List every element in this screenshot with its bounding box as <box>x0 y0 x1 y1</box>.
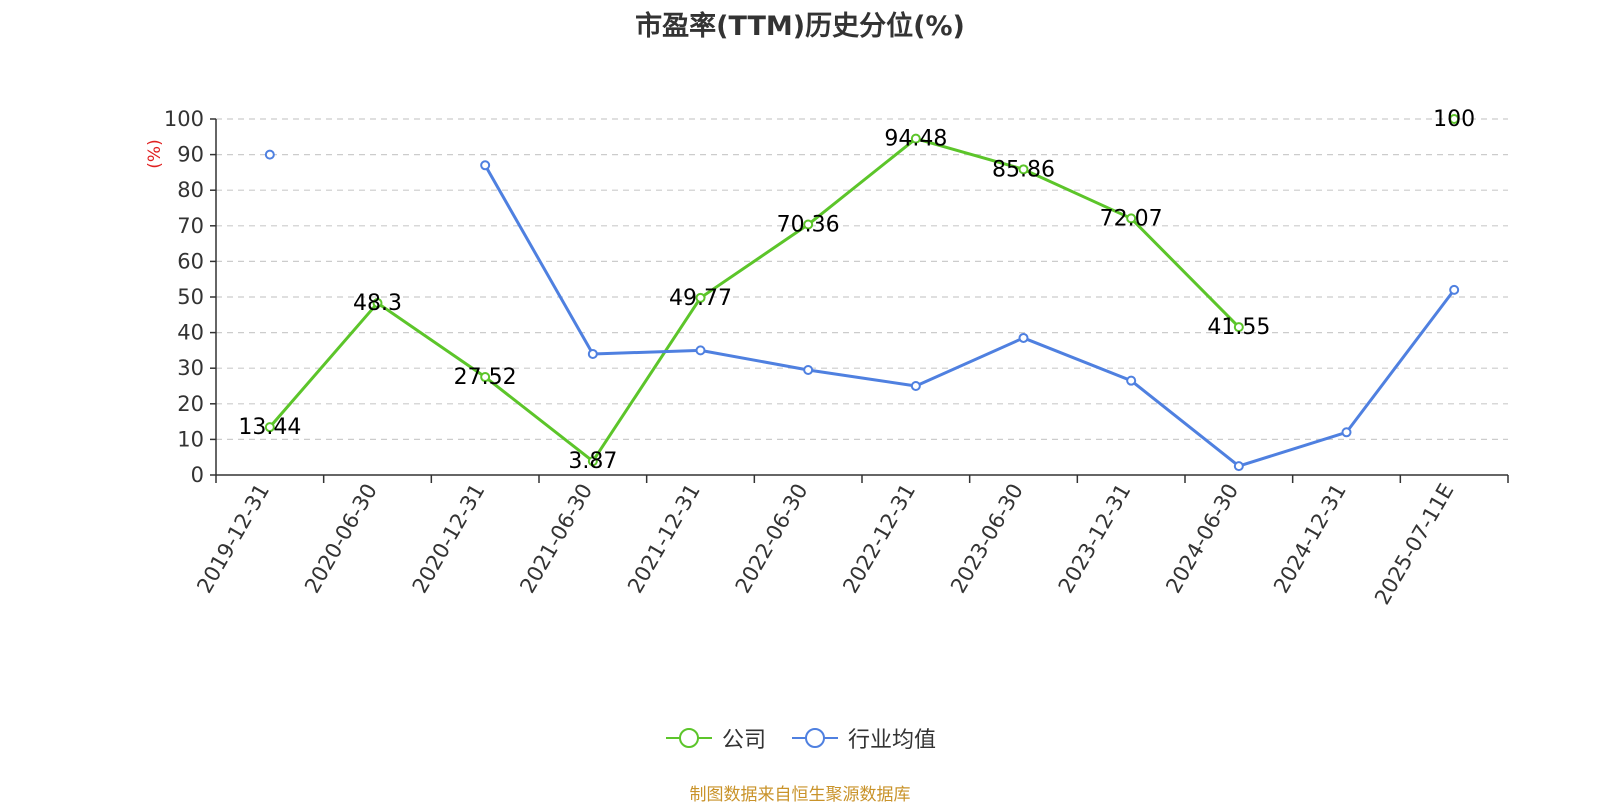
data-point-industry-avg <box>1341 427 1352 438</box>
series-line-industry-avg <box>483 164 1456 468</box>
data-point-company <box>372 298 383 309</box>
y-tick-label: 30 <box>177 356 204 380</box>
data-point-company <box>1233 322 1244 333</box>
x-tick-label: 2024-06-30 <box>1161 480 1243 598</box>
series-line-company <box>268 137 1240 463</box>
data-label: 48.3 <box>353 291 402 316</box>
data-point-company <box>480 372 491 383</box>
x-tick-label: 2023-06-30 <box>946 480 1028 598</box>
x-tick-label: 2020-06-30 <box>300 480 382 598</box>
data-point-company <box>803 219 814 230</box>
data-point-industry-avg <box>695 345 706 356</box>
x-tick-label: 2019-12-31 <box>192 480 274 598</box>
x-tick-label: 2025-07-11E <box>1370 480 1458 609</box>
y-tick-label: 100 <box>164 107 204 131</box>
data-label: 3.87 <box>568 449 617 474</box>
y-tick-label: 80 <box>177 178 204 202</box>
data-label: 70.36 <box>777 213 840 238</box>
data-labels: 13.44 48.3 27.52 3.87 49.77 70.36 94.48 85.86 72… <box>238 107 1475 474</box>
data-point-company <box>264 422 275 433</box>
legend-marker-industry-avg <box>792 728 838 748</box>
y-tick-label: 0 <box>191 463 204 487</box>
data-label: 41.55 <box>1207 315 1270 340</box>
y-tick-label: 60 <box>177 249 204 273</box>
y-tick-label: 20 <box>177 392 204 416</box>
data-point-industry-avg <box>1233 461 1244 472</box>
legend-label-company: 公司 <box>721 728 766 753</box>
source-note: 制图数据来自恒生聚源数据库 <box>689 785 911 805</box>
data-point-company <box>910 133 921 144</box>
data-label: 72.07 <box>1100 206 1163 231</box>
data-point-company <box>1018 164 1029 175</box>
y-axis-label: (%) <box>145 139 165 168</box>
data-point-industry-avg <box>910 381 921 391</box>
data-point-industry-avg <box>587 348 598 359</box>
data-label: 100 <box>1433 107 1475 132</box>
data-point-industry-avg <box>480 160 491 171</box>
x-tick-label: 2022-06-30 <box>731 480 813 598</box>
y-tick-label: 40 <box>177 321 204 345</box>
data-label: 49.77 <box>669 286 732 311</box>
y-tick-label: 70 <box>177 214 204 238</box>
series-lines <box>264 114 1460 472</box>
x-tick-label: 2023-12-31 <box>1054 480 1136 598</box>
data-label: 85.86 <box>992 157 1055 182</box>
legend-label-industry-avg: 行业均值 <box>848 728 937 753</box>
data-point-industry-avg <box>1449 284 1460 295</box>
x-tick-label: 2021-12-31 <box>623 480 705 598</box>
data-point-company <box>1126 213 1137 224</box>
y-tick-label: 50 <box>177 285 204 309</box>
data-point-industry-avg <box>264 149 275 160</box>
axes: 0 10 20 30 40 50 60 70 80 90 100 (%) 2019-12-31 2020-… <box>145 107 1509 609</box>
chart-title: 市盈率(TTM)历史分位(%) <box>635 11 965 42</box>
data-label: 27.52 <box>454 365 517 390</box>
grid-lines <box>216 118 1508 440</box>
data-point-industry-avg <box>1126 375 1137 386</box>
legend-item-company[interactable]: 公司 <box>664 722 766 754</box>
legend: 公司 行业均值 <box>0 722 1600 754</box>
data-point-company <box>587 456 598 467</box>
data-label: 13.44 <box>238 415 301 440</box>
legend-marker-company <box>665 728 712 748</box>
data-label: 94.48 <box>884 127 947 152</box>
data-point-industry-avg <box>1018 332 1029 343</box>
y-tick-label: 10 <box>177 427 204 451</box>
data-point-company <box>1449 114 1460 124</box>
data-point-company <box>695 292 706 303</box>
x-tick-label: 2024-12-31 <box>1269 480 1351 598</box>
x-tick-label: 2022-12-31 <box>838 479 920 597</box>
data-point-industry-avg <box>803 364 814 375</box>
legend-item-industry-avg[interactable]: 行业均值 <box>790 722 936 754</box>
x-tick-label: 2021-06-30 <box>515 480 597 598</box>
x-tick-label: 2020-12-31 <box>408 479 490 597</box>
y-tick-label: 90 <box>177 143 204 167</box>
